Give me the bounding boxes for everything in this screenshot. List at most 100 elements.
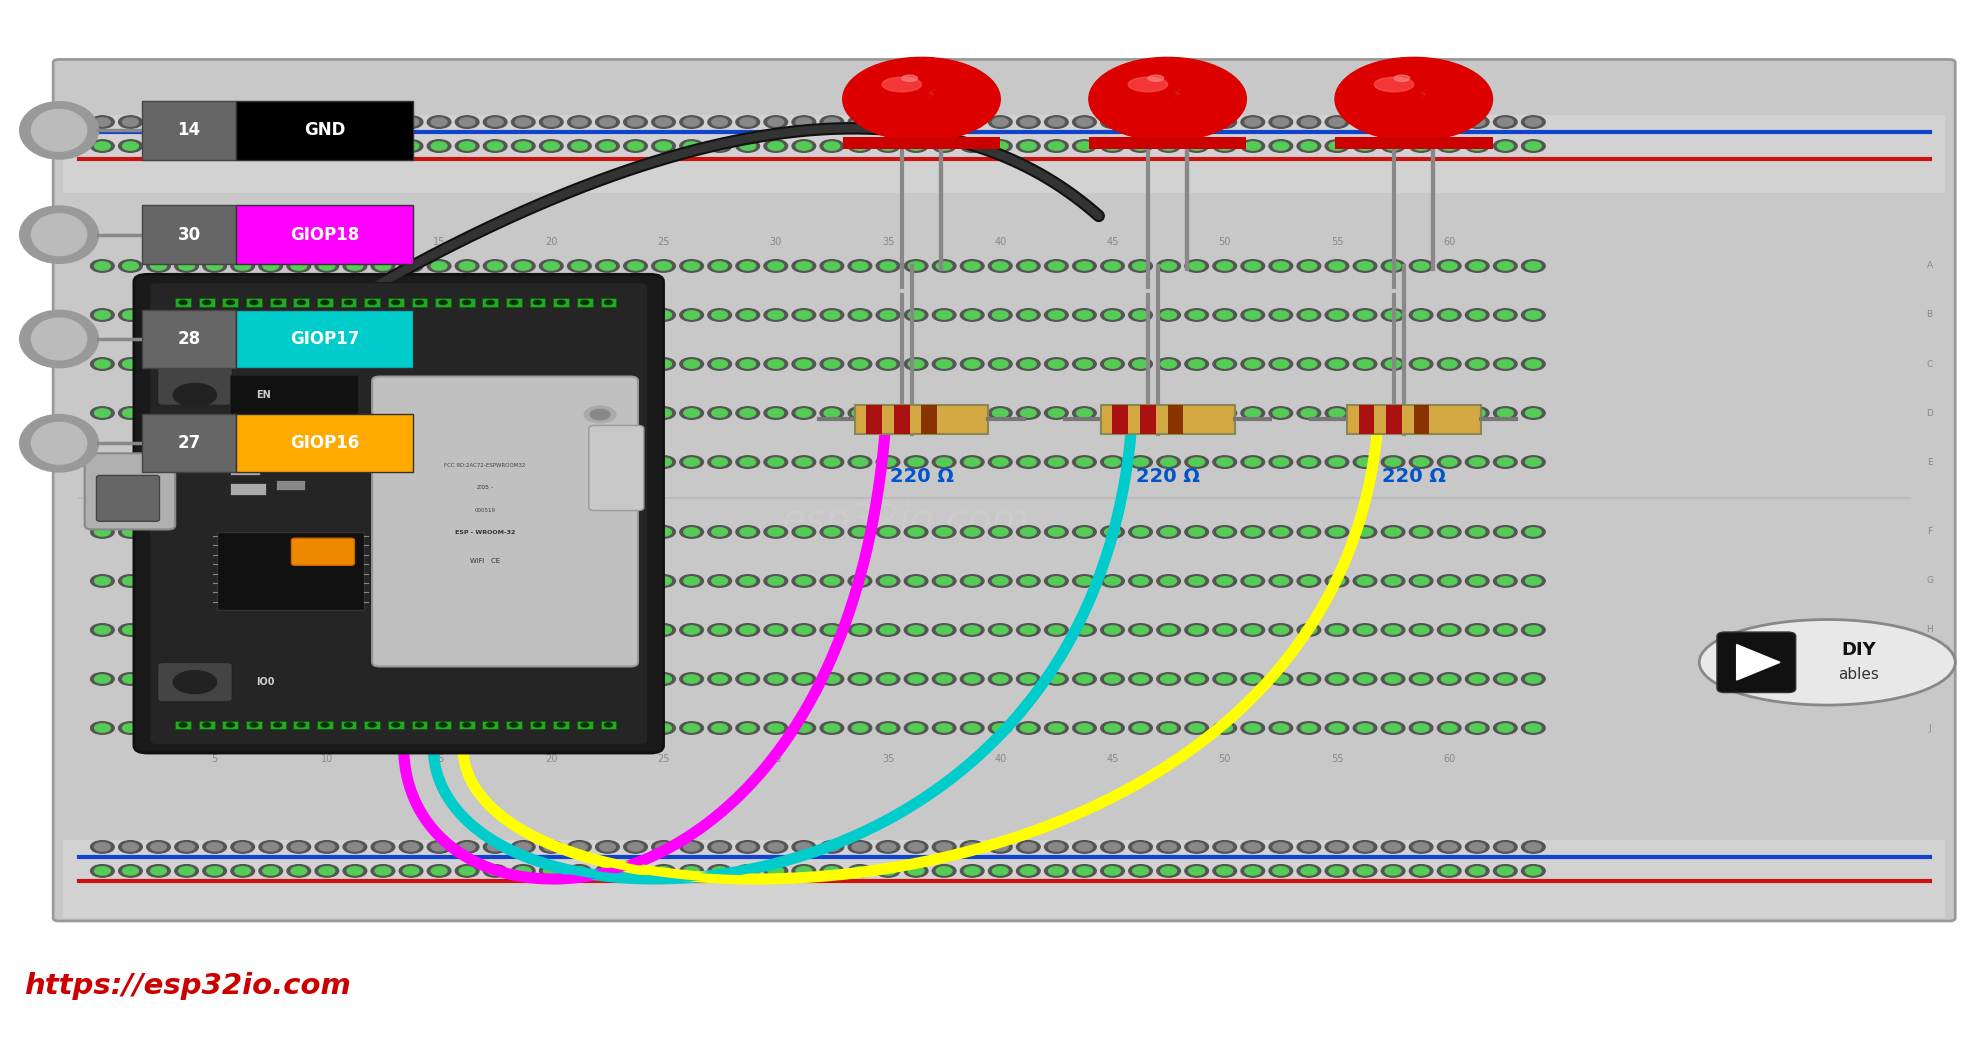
Circle shape bbox=[1494, 841, 1518, 853]
Circle shape bbox=[179, 843, 195, 851]
Circle shape bbox=[1162, 262, 1177, 270]
Circle shape bbox=[764, 722, 788, 734]
Circle shape bbox=[1526, 118, 1542, 126]
Circle shape bbox=[571, 142, 587, 150]
Circle shape bbox=[319, 360, 335, 368]
Circle shape bbox=[1244, 118, 1260, 126]
Circle shape bbox=[1494, 358, 1518, 370]
Circle shape bbox=[543, 626, 559, 634]
Circle shape bbox=[1469, 867, 1485, 875]
Circle shape bbox=[264, 626, 280, 634]
Circle shape bbox=[880, 311, 896, 319]
Circle shape bbox=[431, 262, 447, 270]
Circle shape bbox=[1073, 140, 1097, 152]
Circle shape bbox=[488, 724, 504, 732]
Circle shape bbox=[1437, 116, 1461, 128]
Circle shape bbox=[400, 673, 423, 685]
Circle shape bbox=[876, 722, 900, 734]
Circle shape bbox=[904, 673, 927, 685]
Circle shape bbox=[961, 624, 984, 636]
Circle shape bbox=[404, 528, 419, 536]
Circle shape bbox=[992, 118, 1008, 126]
Circle shape bbox=[823, 409, 839, 417]
Circle shape bbox=[709, 140, 732, 152]
Circle shape bbox=[1217, 724, 1233, 732]
Circle shape bbox=[264, 458, 280, 466]
Circle shape bbox=[679, 865, 703, 877]
Circle shape bbox=[1217, 577, 1233, 585]
Circle shape bbox=[118, 575, 142, 587]
Circle shape bbox=[540, 865, 563, 877]
Circle shape bbox=[736, 526, 760, 538]
Circle shape bbox=[795, 675, 811, 683]
Circle shape bbox=[482, 722, 508, 734]
Circle shape bbox=[988, 575, 1012, 587]
Circle shape bbox=[516, 843, 532, 851]
Circle shape bbox=[516, 675, 532, 683]
Circle shape bbox=[175, 624, 199, 636]
Circle shape bbox=[431, 724, 447, 732]
Circle shape bbox=[1244, 528, 1260, 536]
Circle shape bbox=[482, 140, 508, 152]
Circle shape bbox=[571, 262, 587, 270]
Circle shape bbox=[250, 300, 258, 305]
Circle shape bbox=[988, 407, 1012, 419]
Circle shape bbox=[683, 528, 699, 536]
Circle shape bbox=[849, 140, 872, 152]
Text: H: H bbox=[1926, 626, 1934, 634]
Circle shape bbox=[795, 142, 811, 150]
Circle shape bbox=[347, 528, 362, 536]
Circle shape bbox=[1162, 360, 1177, 368]
Circle shape bbox=[404, 675, 419, 683]
Circle shape bbox=[488, 577, 504, 585]
Circle shape bbox=[1357, 843, 1372, 851]
Circle shape bbox=[849, 358, 872, 370]
Circle shape bbox=[792, 358, 815, 370]
Circle shape bbox=[230, 407, 254, 419]
Circle shape bbox=[1526, 724, 1542, 732]
Circle shape bbox=[1441, 528, 1457, 536]
Circle shape bbox=[595, 526, 618, 538]
Circle shape bbox=[315, 116, 339, 128]
Circle shape bbox=[427, 456, 451, 468]
Circle shape bbox=[1244, 311, 1260, 319]
Circle shape bbox=[1494, 260, 1518, 272]
Circle shape bbox=[1213, 309, 1237, 321]
Circle shape bbox=[853, 118, 868, 126]
Circle shape bbox=[427, 624, 451, 636]
Circle shape bbox=[679, 407, 703, 419]
Circle shape bbox=[319, 142, 335, 150]
Circle shape bbox=[1302, 311, 1317, 319]
Circle shape bbox=[203, 300, 211, 305]
Circle shape bbox=[1217, 409, 1233, 417]
Circle shape bbox=[768, 311, 784, 319]
Circle shape bbox=[368, 723, 376, 727]
Circle shape bbox=[1498, 843, 1514, 851]
Circle shape bbox=[274, 723, 282, 727]
Circle shape bbox=[1380, 624, 1406, 636]
Circle shape bbox=[795, 409, 811, 417]
Circle shape bbox=[740, 528, 756, 536]
Circle shape bbox=[234, 843, 250, 851]
Circle shape bbox=[557, 300, 565, 305]
Circle shape bbox=[234, 142, 250, 150]
Circle shape bbox=[540, 841, 563, 853]
Circle shape bbox=[1077, 311, 1093, 319]
Circle shape bbox=[203, 865, 226, 877]
Text: Z05 -: Z05 - bbox=[476, 485, 492, 490]
Text: 220 Ω: 220 Ω bbox=[1136, 467, 1199, 486]
Circle shape bbox=[1522, 624, 1546, 636]
Circle shape bbox=[1380, 116, 1406, 128]
Circle shape bbox=[431, 528, 447, 536]
Circle shape bbox=[1101, 624, 1124, 636]
Circle shape bbox=[656, 311, 671, 319]
Circle shape bbox=[1244, 142, 1260, 150]
Circle shape bbox=[264, 142, 280, 150]
Circle shape bbox=[1105, 626, 1120, 634]
Circle shape bbox=[1189, 118, 1205, 126]
Circle shape bbox=[207, 458, 222, 466]
Circle shape bbox=[595, 841, 618, 853]
FancyBboxPatch shape bbox=[150, 283, 648, 745]
Circle shape bbox=[455, 673, 478, 685]
Circle shape bbox=[1437, 309, 1461, 321]
